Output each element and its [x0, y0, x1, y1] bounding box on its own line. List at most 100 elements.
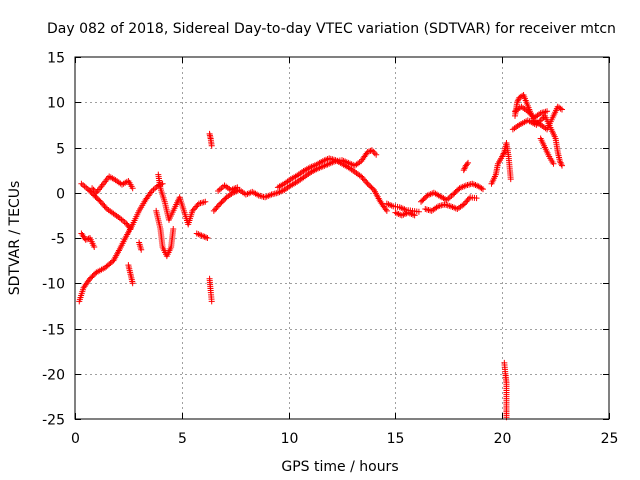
data-point	[89, 273, 96, 280]
data-point	[93, 194, 100, 201]
data-point	[221, 196, 228, 203]
data-point	[368, 184, 375, 191]
data-point	[95, 196, 102, 203]
data-point	[452, 189, 459, 196]
marks-layer	[76, 92, 566, 421]
y-axis-label: SDTVAR / TECUs	[7, 181, 23, 296]
y-tick-label: 10	[47, 96, 65, 112]
data-point	[219, 198, 226, 205]
data-point	[557, 159, 564, 166]
data-point	[203, 234, 210, 241]
data-point	[84, 236, 91, 243]
data-point	[210, 207, 217, 214]
data-point	[127, 225, 134, 232]
data-point	[473, 195, 480, 202]
data-point	[138, 246, 145, 253]
data-point	[193, 203, 200, 210]
data-point	[90, 271, 97, 278]
data-point	[189, 207, 196, 214]
x-axis-label: GPS time / hours	[281, 459, 398, 475]
data-point	[82, 236, 89, 243]
data-point	[92, 193, 99, 200]
data-point	[201, 233, 208, 240]
data-point	[463, 161, 470, 168]
data-point	[212, 206, 219, 213]
data-point	[367, 147, 374, 154]
data-point	[97, 198, 104, 205]
data-point	[528, 112, 535, 119]
data-point	[202, 198, 209, 205]
data-point	[478, 185, 485, 192]
data-point	[364, 180, 371, 187]
data-point	[101, 203, 108, 210]
data-point	[420, 196, 427, 203]
data-point	[86, 275, 93, 282]
data-point	[383, 207, 390, 214]
x-tick-label: 0	[71, 431, 80, 447]
data-point	[465, 195, 472, 202]
y-tick-label: 15	[47, 51, 65, 67]
data-point	[559, 106, 566, 113]
data-point	[550, 160, 557, 167]
data-point	[453, 187, 460, 194]
data-point	[421, 194, 428, 201]
data-point	[208, 298, 215, 305]
x-tick-label: 10	[281, 431, 299, 447]
y-tick-label: -5	[51, 232, 65, 248]
data-point	[192, 204, 199, 211]
data-point	[527, 110, 534, 117]
data-point	[214, 203, 221, 210]
data-point	[419, 197, 426, 204]
data-point	[364, 149, 371, 156]
data-point	[84, 186, 91, 193]
data-point	[450, 191, 457, 198]
data-point	[129, 185, 136, 192]
y-tick-label: -20	[42, 368, 65, 384]
y-tick-label: -10	[42, 277, 65, 293]
data-point	[102, 204, 109, 211]
data-point	[190, 206, 197, 213]
y-tick-label: -25	[42, 413, 65, 429]
data-point	[464, 197, 471, 204]
data-point	[462, 200, 469, 207]
data-point	[100, 201, 107, 208]
data-point	[465, 159, 472, 166]
data-point	[418, 198, 425, 205]
data-point	[463, 198, 470, 205]
data-point	[544, 108, 551, 115]
data-point	[557, 105, 564, 112]
data-point	[370, 148, 377, 155]
data-point	[526, 109, 533, 116]
data-point	[218, 199, 225, 206]
data-point	[360, 176, 367, 183]
data-point	[215, 202, 222, 209]
y-tick-label: -15	[42, 323, 65, 339]
y-tick-label: 5	[56, 142, 65, 158]
data-point	[91, 244, 98, 251]
data-point	[213, 204, 220, 211]
data-point	[170, 225, 177, 232]
data-point	[539, 115, 546, 122]
data-point	[359, 174, 366, 181]
data-point	[365, 181, 372, 188]
data-point	[373, 151, 380, 158]
data-point	[96, 197, 103, 204]
data-point	[126, 224, 133, 231]
chart-title: Day 082 of 2018, Sidereal Day-to-day VTE…	[47, 21, 616, 37]
data-point	[411, 212, 418, 219]
data-point	[98, 200, 105, 207]
data-point	[524, 108, 531, 115]
y-tick-label: 0	[56, 187, 65, 203]
data-point	[460, 201, 467, 208]
data-point	[363, 179, 370, 186]
x-tick-label: 25	[601, 431, 619, 447]
data-point	[559, 162, 566, 169]
data-point	[217, 200, 224, 207]
data-point	[88, 274, 95, 281]
x-tick-label: 15	[387, 431, 405, 447]
x-tick-label: 20	[494, 431, 512, 447]
data-point	[362, 177, 369, 184]
data-point	[507, 176, 514, 183]
tick-layer: 0 5 10 15 20 25 -25 -20 -15 -10 -5 0 5 10 15	[42, 51, 618, 448]
